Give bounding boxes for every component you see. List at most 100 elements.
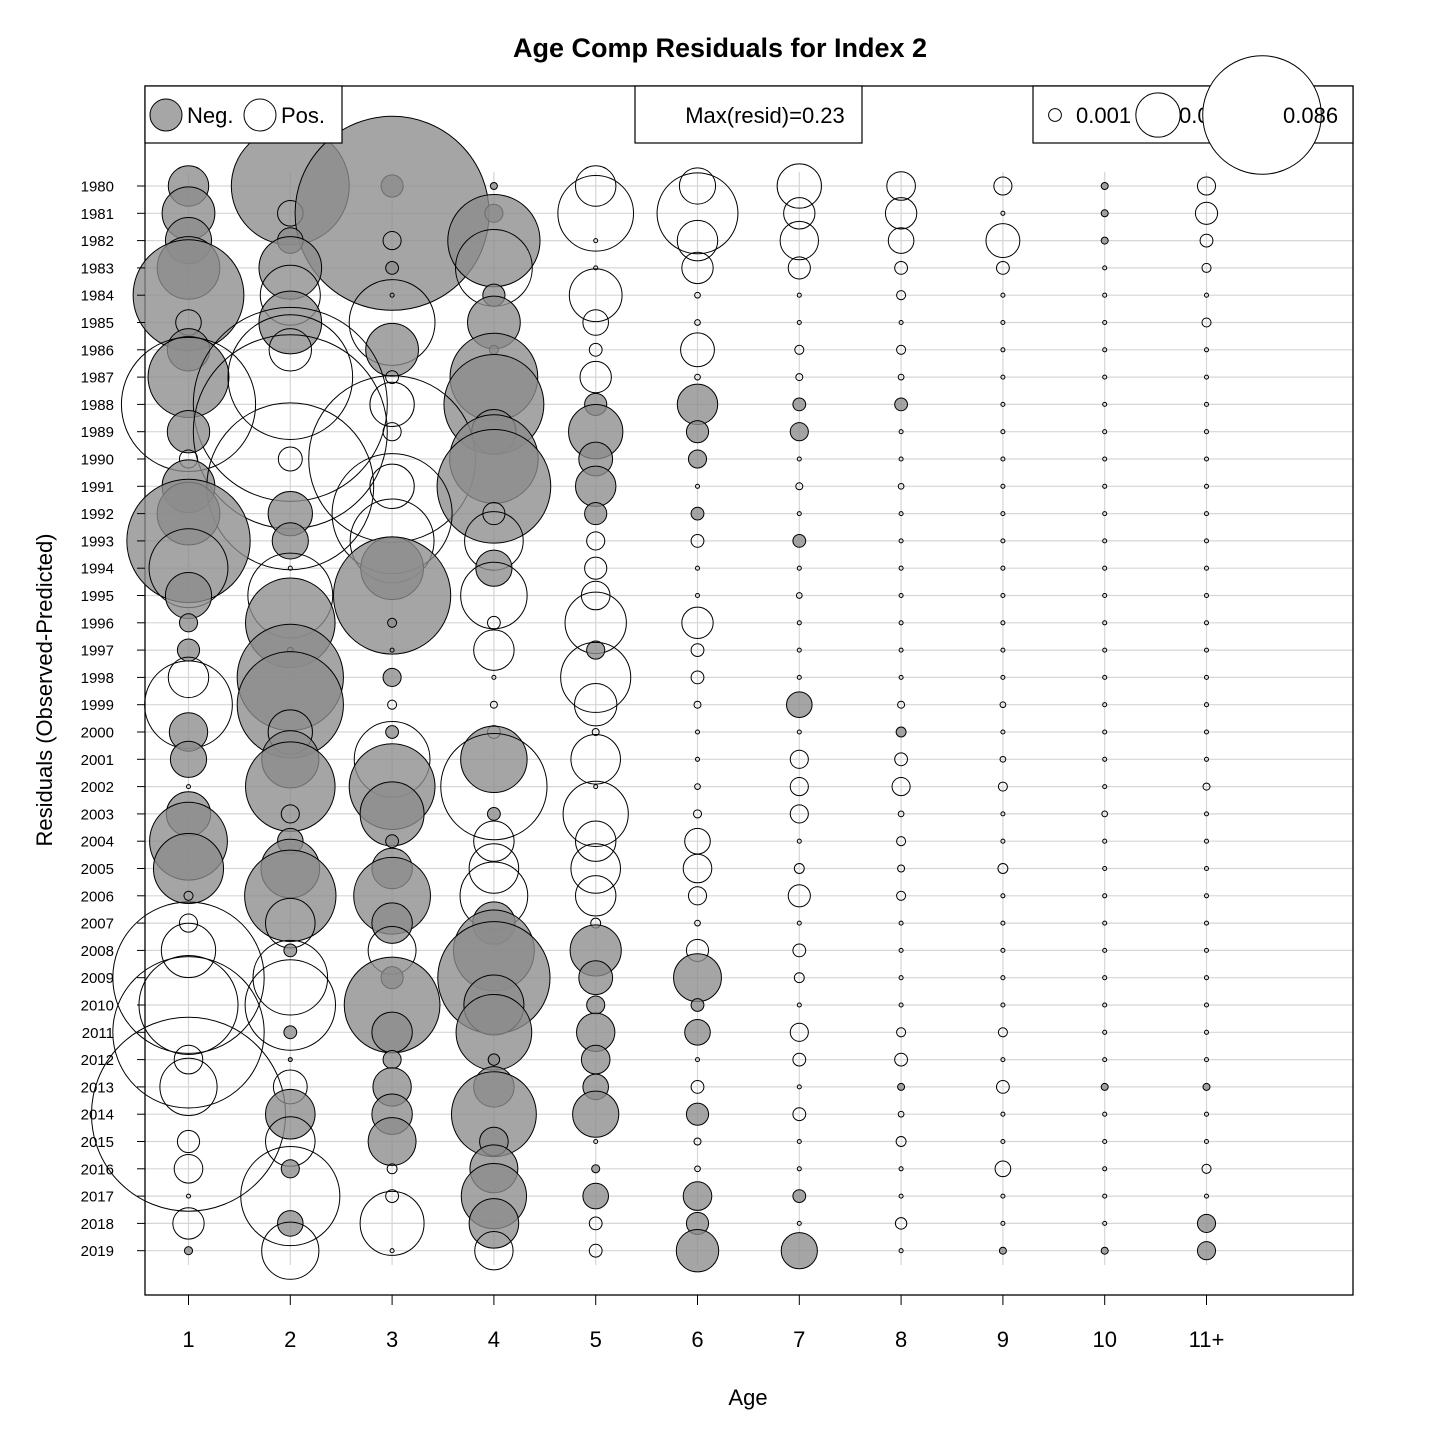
bubble-2016-age-9: [994, 1160, 1012, 1178]
bubble-1993-age-6: [690, 534, 705, 548]
bubble-1999-age-7: [786, 691, 813, 718]
bubble-2012-age-2: [287, 1057, 293, 1063]
bubble-2001-age-9: [999, 755, 1007, 763]
bubble-1988-age-3: [369, 381, 415, 428]
bubble-1988-age-8: [894, 397, 908, 412]
bubble-1980-age-8: [886, 171, 916, 201]
bubble-1987-age-7: [795, 373, 804, 382]
y-tick-label: 2018: [81, 1216, 114, 1233]
legend-size-marker-small: [1048, 108, 1062, 122]
bubble-2006-age-2: [244, 849, 337, 942]
bubble-2003-age-11+: [1203, 811, 1210, 817]
bubble-2009-age-1: [112, 901, 265, 1054]
bubble-1983-age-7: [787, 256, 811, 280]
bubble-1999-age-9: [999, 701, 1007, 709]
bubble-2010-age-2: [244, 959, 337, 1051]
bubble-1989-age-8: [898, 429, 904, 435]
bubble-1986-age-10: [1102, 347, 1108, 353]
bubble-2004-age-10: [1102, 838, 1108, 844]
bubble-2001-age-7: [789, 749, 809, 769]
bubble-1998-age-4: [491, 674, 497, 680]
bubble-2003-age-9: [1000, 811, 1006, 817]
bubble-2011-age-2: [283, 1025, 298, 1040]
bubble-1990-age-7: [796, 456, 802, 462]
bubble-1990-age-8: [898, 456, 904, 462]
bubble-1997-age-10: [1102, 647, 1108, 653]
bubble-1985-age-5: [582, 309, 609, 336]
bubble-1985-age-10: [1102, 319, 1108, 326]
bubble-1997-age-9: [1000, 647, 1006, 653]
bubble-1995-age-6: [694, 592, 701, 599]
y-tick-label: 2007: [81, 916, 114, 933]
bubble-2012-age-11+: [1203, 1057, 1210, 1063]
y-tick-label: 2014: [81, 1107, 114, 1124]
bubble-2015-age-5: [593, 1138, 599, 1145]
bubble-1984-age-10: [1102, 292, 1108, 298]
bubble-1987-age-9: [1000, 374, 1006, 380]
bubble-2011-age-8: [896, 1027, 907, 1038]
bubble-2019-age-1: [183, 1246, 194, 1256]
bubble-2006-age-10: [1102, 893, 1108, 899]
bubble-1994-age-6: [694, 565, 701, 571]
bubble-2016-age-7: [796, 1166, 802, 1172]
bubble-1988-age-7: [792, 397, 807, 412]
bubble-1981-age-11+: [1194, 201, 1219, 225]
y-tick-label: 2002: [81, 779, 114, 796]
bubble-1999-age-6: [693, 700, 702, 709]
bubble-2011-age-7: [789, 1022, 809, 1042]
bubble-1998-age-10: [1102, 674, 1108, 680]
y-tick-label: 1986: [81, 342, 114, 359]
bubble-1980-age-10: [1100, 182, 1109, 190]
bubble-2011-age-11+: [1203, 1029, 1210, 1035]
bubble-2002-age-1: [185, 784, 192, 790]
chart-title: Age Comp Residuals for Index 2: [513, 33, 927, 63]
bubble-2018-age-7: [796, 1220, 802, 1226]
bubble-2005-age-11+: [1203, 865, 1210, 872]
bubble-2015-age-10: [1102, 1138, 1108, 1145]
bubble-1985-age-9: [1000, 319, 1006, 326]
x-tick-label: 5: [590, 1327, 602, 1352]
legend-negative-marker: [149, 98, 183, 132]
bubble-1994-age-11+: [1203, 565, 1210, 571]
bubble-1992-age-9: [1000, 511, 1006, 517]
bubble-1990-age-2: [277, 446, 303, 472]
bubble-1997-age-4: [473, 629, 515, 671]
y-tick-label: 1994: [81, 561, 114, 578]
bubble-2018-age-1: [172, 1207, 205, 1240]
bubble-1997-age-5: [586, 640, 606, 660]
bubble-1987-age-8: [897, 373, 905, 381]
bubble-1984-age-5: [568, 268, 623, 323]
bubble-1991-age-11+: [1203, 483, 1210, 489]
bubble-1998-age-8: [898, 674, 904, 680]
bubble-2014-age-11+: [1203, 1111, 1210, 1117]
bubble-2001-age-8: [894, 752, 908, 767]
bubble-1999-age-10: [1102, 702, 1108, 708]
y-tick-label: 2013: [81, 1079, 114, 1096]
bubble-1992-age-10: [1102, 511, 1108, 517]
y-tick-label: 2008: [81, 943, 114, 960]
bubble-2019-age-2: [261, 1221, 320, 1280]
legend-max-box: [634, 85, 863, 144]
x-tick-label: 9: [997, 1327, 1009, 1352]
bubble-2014-age-9: [1000, 1111, 1006, 1117]
bubble-1980-age-4: [489, 182, 498, 190]
bubble-2003-age-6: [692, 809, 703, 819]
bubble-1993-age-2: [271, 522, 309, 560]
bubble-1986-age-9: [1000, 347, 1006, 353]
bubble-2016-age-3: [386, 1163, 398, 1175]
bubble-2004-age-8: [896, 836, 907, 847]
bubble-2019-age-4: [474, 1231, 514, 1271]
bubble-2017-age-3: [385, 1189, 400, 1203]
bubble-2016-age-2: [280, 1159, 300, 1179]
bubbles: [91, 115, 1219, 1280]
bubble-1991-age-10: [1102, 483, 1108, 489]
y-tick-label: 1980: [81, 179, 114, 196]
bubble-2007-age-11+: [1203, 920, 1210, 926]
bubble-1992-age-8: [898, 511, 904, 517]
bubble-2004-age-9: [1000, 838, 1006, 844]
bubble-1984-age-11+: [1203, 292, 1210, 298]
bubble-2008-age-9: [1000, 947, 1006, 953]
bubble-2006-age-5: [574, 875, 617, 917]
bubble-1983-age-9: [996, 261, 1010, 275]
bubble-2017-age-9: [1000, 1193, 1006, 1199]
